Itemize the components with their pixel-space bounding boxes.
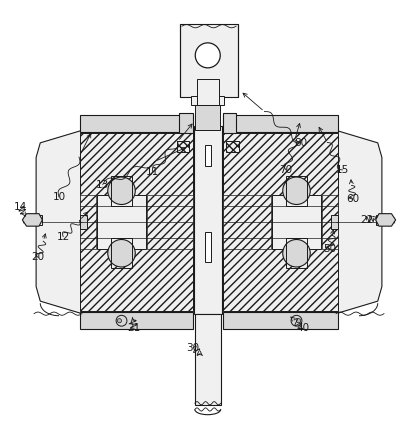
Text: 30: 30: [186, 343, 200, 353]
Bar: [197, 79, 219, 104]
Bar: [179, 113, 193, 133]
Text: 21: 21: [127, 323, 140, 333]
Bar: [226, 141, 239, 152]
Circle shape: [291, 315, 302, 326]
Polygon shape: [376, 214, 396, 226]
Text: 14: 14: [14, 202, 27, 212]
Text: 12: 12: [56, 232, 70, 242]
Bar: [194, 126, 222, 313]
Text: 22: 22: [360, 215, 373, 225]
Text: 70: 70: [280, 165, 293, 175]
Circle shape: [283, 239, 310, 267]
Circle shape: [116, 315, 127, 326]
Text: 11: 11: [146, 167, 159, 177]
Bar: [80, 313, 193, 329]
Bar: [147, 195, 193, 249]
Bar: [285, 238, 307, 268]
Bar: [223, 195, 271, 249]
Polygon shape: [22, 214, 42, 226]
Bar: [195, 313, 221, 405]
Bar: [38, 214, 42, 226]
Bar: [223, 313, 338, 329]
Bar: [111, 176, 133, 206]
Circle shape: [283, 177, 310, 205]
Text: 80: 80: [294, 138, 307, 148]
Bar: [80, 115, 193, 132]
Text: 50: 50: [323, 244, 336, 254]
Text: 10: 10: [52, 192, 66, 202]
Bar: [223, 115, 338, 132]
Circle shape: [117, 319, 122, 323]
Bar: [272, 195, 321, 249]
Circle shape: [108, 177, 135, 205]
Bar: [205, 144, 211, 166]
Bar: [223, 133, 338, 311]
Polygon shape: [180, 24, 238, 97]
Circle shape: [296, 319, 301, 323]
Bar: [80, 133, 193, 311]
Bar: [80, 195, 96, 249]
Bar: [191, 96, 224, 104]
Text: 60: 60: [346, 194, 359, 204]
Circle shape: [195, 43, 220, 68]
Text: 13: 13: [96, 179, 110, 190]
Polygon shape: [336, 131, 382, 313]
Bar: [223, 113, 237, 133]
Bar: [177, 141, 189, 152]
Text: 40: 40: [296, 323, 309, 333]
Bar: [195, 104, 220, 131]
Bar: [331, 214, 338, 230]
Circle shape: [108, 239, 135, 267]
Bar: [376, 214, 380, 226]
Bar: [285, 176, 307, 206]
Bar: [97, 195, 146, 249]
Bar: [205, 232, 211, 262]
Bar: [111, 238, 133, 268]
Text: 15: 15: [336, 165, 349, 175]
Bar: [80, 214, 87, 230]
Bar: [322, 195, 338, 249]
Text: 20: 20: [32, 252, 45, 262]
Polygon shape: [36, 131, 82, 313]
